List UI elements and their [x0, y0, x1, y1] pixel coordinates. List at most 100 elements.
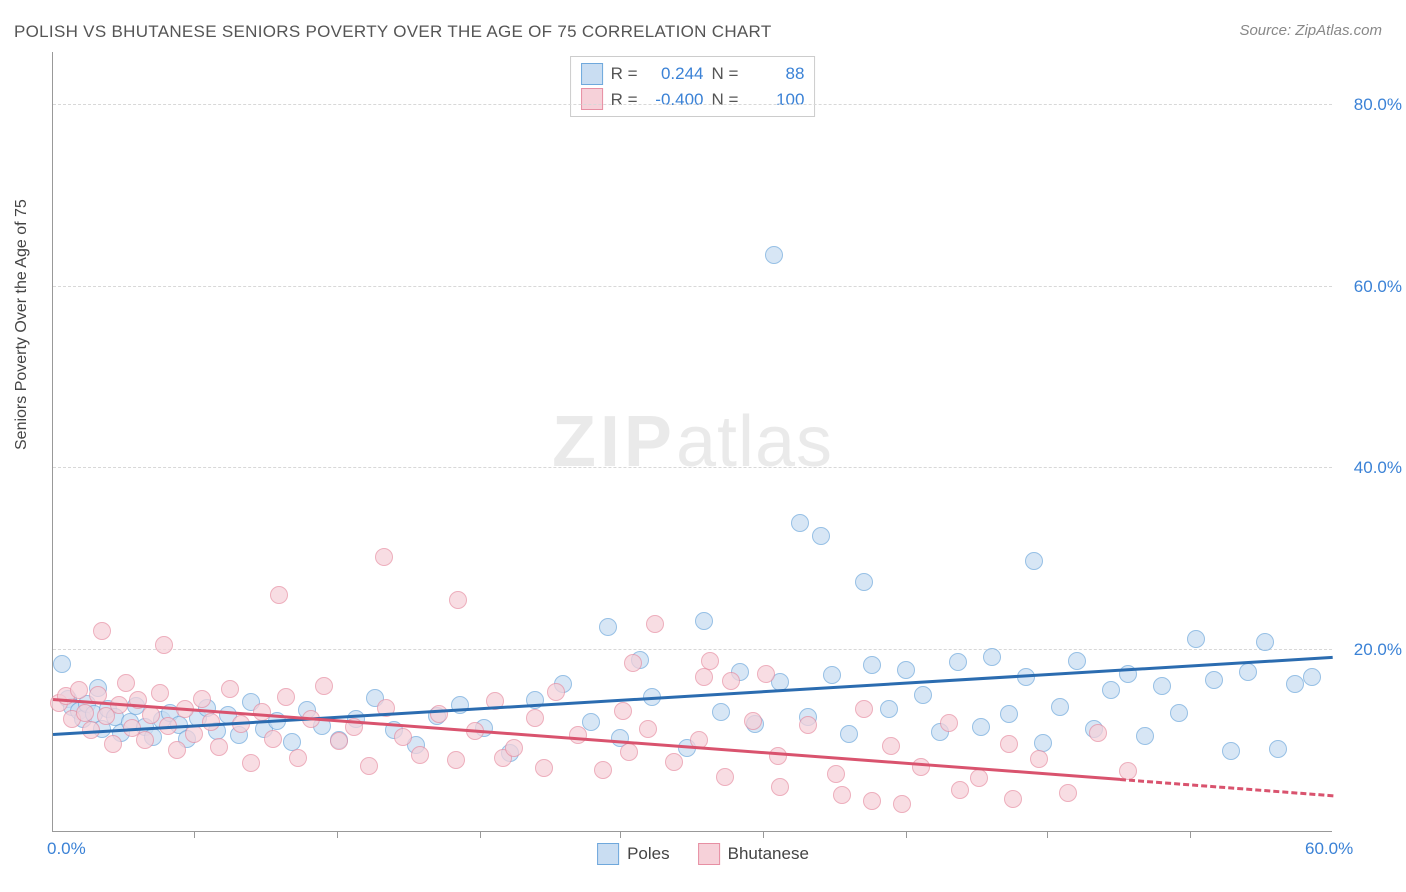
scatter-point	[1303, 668, 1321, 686]
stats-n-label: N =	[712, 61, 739, 87]
scatter-point	[744, 712, 762, 730]
stats-r-label: R =	[611, 61, 638, 87]
scatter-point	[840, 725, 858, 743]
legend-swatch-poles	[597, 843, 619, 865]
scatter-point	[1000, 705, 1018, 723]
stats-r-bhutanese: -0.400	[646, 87, 704, 113]
scatter-point	[411, 746, 429, 764]
scatter-point	[833, 786, 851, 804]
scatter-point	[1222, 742, 1240, 760]
scatter-point	[639, 720, 657, 738]
scatter-point	[701, 652, 719, 670]
scatter-point	[535, 759, 553, 777]
trend-line	[1120, 778, 1334, 797]
watermark-bold: ZIP	[552, 402, 676, 482]
plot-area: ZIPatlas R = 0.244 N = 88 R = -0.400 N =…	[52, 52, 1332, 832]
scatter-point	[375, 548, 393, 566]
x-tick	[194, 831, 195, 838]
scatter-point	[970, 769, 988, 787]
chart-container: POLISH VS BHUTANESE SENIORS POVERTY OVER…	[0, 0, 1406, 892]
scatter-point	[168, 741, 186, 759]
swatch-bhutanese	[581, 88, 603, 110]
scatter-point	[855, 700, 873, 718]
scatter-point	[1170, 704, 1188, 722]
y-tick-label: 40.0%	[1354, 458, 1402, 478]
scatter-point	[1000, 735, 1018, 753]
scatter-point	[757, 665, 775, 683]
scatter-point	[983, 648, 1001, 666]
stats-n-poles: 88	[746, 61, 804, 87]
y-tick-label: 80.0%	[1354, 95, 1402, 115]
scatter-point	[722, 672, 740, 690]
scatter-point	[526, 709, 544, 727]
gridline	[53, 649, 1332, 650]
scatter-point	[712, 703, 730, 721]
gridline	[53, 467, 1332, 468]
scatter-point	[104, 735, 122, 753]
scatter-point	[136, 731, 154, 749]
scatter-point	[93, 622, 111, 640]
legend-swatch-bhutanese	[698, 843, 720, 865]
scatter-point	[863, 656, 881, 674]
scatter-point	[1269, 740, 1287, 758]
scatter-point	[940, 714, 958, 732]
y-tick-label: 60.0%	[1354, 277, 1402, 297]
scatter-point	[972, 718, 990, 736]
stats-legend: R = 0.244 N = 88 R = -0.400 N = 100	[570, 56, 816, 117]
scatter-point	[1136, 727, 1154, 745]
scatter-point	[1004, 790, 1022, 808]
scatter-point	[53, 655, 71, 673]
scatter-point	[765, 246, 783, 264]
scatter-point	[882, 737, 900, 755]
scatter-point	[315, 677, 333, 695]
scatter-point	[624, 654, 642, 672]
scatter-point	[1034, 734, 1052, 752]
scatter-point	[360, 757, 378, 775]
scatter-point	[594, 761, 612, 779]
scatter-point	[1059, 784, 1077, 802]
scatter-point	[880, 700, 898, 718]
scatter-point	[289, 749, 307, 767]
scatter-point	[771, 778, 789, 796]
scatter-point	[799, 716, 817, 734]
x-tick	[620, 831, 621, 838]
scatter-point	[1051, 698, 1069, 716]
scatter-point	[1030, 750, 1048, 768]
scatter-point	[447, 751, 465, 769]
scatter-point	[430, 705, 448, 723]
scatter-point	[614, 702, 632, 720]
stats-row-bhutanese: R = -0.400 N = 100	[581, 87, 805, 113]
swatch-poles	[581, 63, 603, 85]
x-tick-label: 60.0%	[1305, 839, 1353, 859]
stats-n-label: N =	[712, 87, 739, 113]
scatter-point	[791, 514, 809, 532]
scatter-point	[1068, 652, 1086, 670]
x-tick	[1190, 831, 1191, 838]
scatter-point	[155, 636, 173, 654]
scatter-point	[1286, 675, 1304, 693]
x-tick	[906, 831, 907, 838]
stats-r-label: R =	[611, 87, 638, 113]
scatter-point	[569, 726, 587, 744]
x-tick	[1047, 831, 1048, 838]
gridline	[53, 104, 1332, 105]
stats-r-poles: 0.244	[646, 61, 704, 87]
scatter-point	[897, 661, 915, 679]
scatter-point	[827, 765, 845, 783]
scatter-point	[599, 618, 617, 636]
scatter-point	[1153, 677, 1171, 695]
scatter-point	[70, 681, 88, 699]
chart-source: Source: ZipAtlas.com	[1239, 22, 1382, 39]
watermark-rest: atlas	[676, 402, 833, 482]
bottom-legend: Poles Bhutanese	[597, 843, 809, 865]
scatter-point	[193, 690, 211, 708]
scatter-point	[716, 768, 734, 786]
scatter-point	[1089, 724, 1107, 742]
y-axis-label: Seniors Poverty Over the Age of 75	[13, 199, 31, 450]
legend-label-bhutanese: Bhutanese	[728, 844, 809, 864]
chart-title: POLISH VS BHUTANESE SENIORS POVERTY OVER…	[14, 22, 772, 42]
scatter-point	[695, 612, 713, 630]
scatter-point	[695, 668, 713, 686]
scatter-point	[1102, 681, 1120, 699]
scatter-point	[912, 758, 930, 776]
